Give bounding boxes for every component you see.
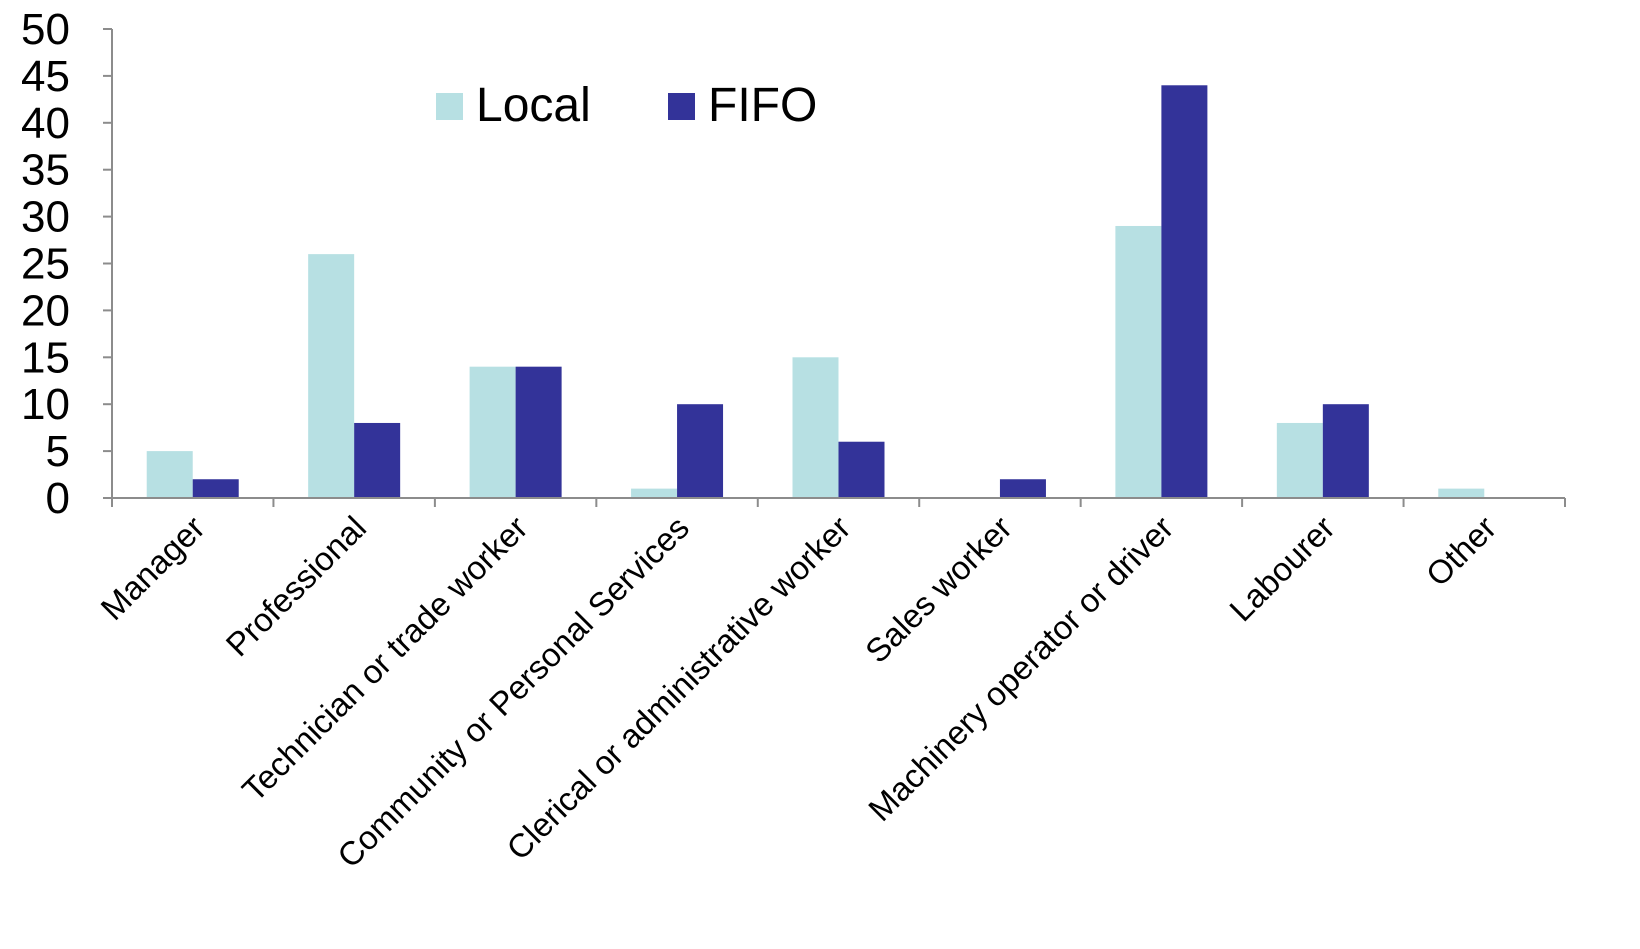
x-tick-label: Clerical or administrative worker bbox=[499, 509, 857, 867]
y-tick-label: 0 bbox=[46, 474, 70, 523]
y-tick-label: 50 bbox=[21, 5, 70, 54]
bar-local-7 bbox=[1276, 422, 1323, 498]
x-tick-label: Community or Personal Services bbox=[330, 509, 696, 875]
bar-local-1 bbox=[308, 254, 355, 498]
bar-local-0 bbox=[146, 451, 193, 498]
y-tick-label: 30 bbox=[21, 193, 70, 242]
bar-fifo-1 bbox=[354, 422, 401, 498]
x-tick-label: Other bbox=[1419, 509, 1504, 594]
bar-fifo-6 bbox=[1161, 85, 1208, 498]
bar-local-2 bbox=[469, 366, 516, 498]
y-tick-label: 25 bbox=[21, 240, 70, 289]
legend-swatch-fifo bbox=[668, 93, 695, 120]
legend-label-local: Local bbox=[476, 79, 591, 132]
legend: Local FIFO bbox=[436, 79, 817, 132]
bar-fifo-7 bbox=[1322, 404, 1369, 498]
y-tick-label: 10 bbox=[21, 380, 70, 429]
axes-layer bbox=[111, 29, 1565, 506]
x-tick-label: Machinery operator or driver bbox=[861, 509, 1180, 828]
bar-local-3 bbox=[631, 488, 678, 498]
y-tick-label: 5 bbox=[46, 427, 70, 476]
bar-fifo-5 bbox=[999, 479, 1046, 498]
x-tick-label: Professional bbox=[219, 509, 374, 664]
x-tick-label: Technician or trade worker bbox=[235, 509, 535, 809]
x-tick-label: Manager bbox=[93, 509, 211, 627]
bar-fifo-0 bbox=[192, 479, 239, 498]
y-tick-label: 45 bbox=[21, 52, 70, 101]
y-tick-label: 40 bbox=[21, 99, 70, 148]
bar-local-8 bbox=[1438, 488, 1485, 498]
bar-local-4 bbox=[792, 357, 839, 498]
y-tick-label: 15 bbox=[21, 333, 70, 382]
y-tick-label: 35 bbox=[21, 146, 70, 195]
bar-fifo-4 bbox=[838, 441, 885, 498]
x-tick-label: Labourer bbox=[1222, 509, 1342, 629]
legend-swatch-local bbox=[436, 93, 463, 120]
legend-label-fifo: FIFO bbox=[708, 79, 817, 132]
bars-layer bbox=[146, 85, 1485, 499]
bar-fifo-3 bbox=[677, 404, 724, 498]
bar-local-6 bbox=[1115, 225, 1162, 499]
bar-fifo-2 bbox=[515, 366, 562, 498]
x-tick-label: Sales worker bbox=[858, 509, 1019, 670]
y-tick-label: 20 bbox=[21, 286, 70, 335]
